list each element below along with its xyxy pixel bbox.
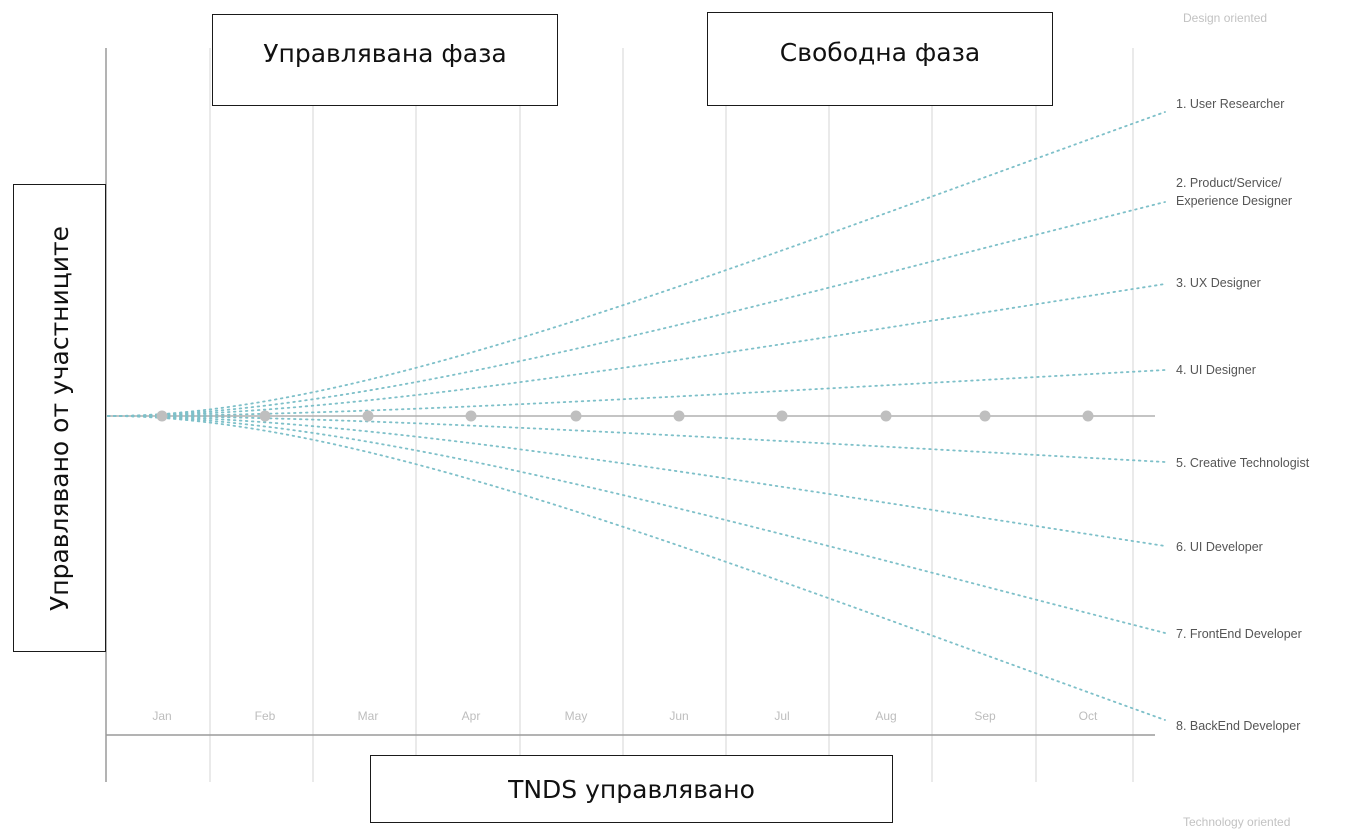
month-labels: Jan Feb Mar Apr May Jun Jul Aug Sep Oct (152, 709, 1098, 723)
guided-phase-label: Управлявана фаза (263, 38, 507, 68)
month-label: Feb (255, 709, 276, 723)
month-marker (673, 410, 685, 422)
guided-phase-box: Управлявана фаза (212, 14, 558, 106)
month-marker (156, 410, 168, 422)
design-oriented-label: Design oriented (1183, 11, 1267, 25)
month-label: Oct (1079, 709, 1098, 723)
month-label: Aug (875, 709, 896, 723)
free-phase-label: Свободна фаза (779, 37, 981, 67)
role-label: 5. Creative Technologist (1176, 456, 1310, 470)
month-marker (776, 410, 788, 422)
technology-oriented-label: Technology oriented (1183, 815, 1290, 829)
participant-driven-box: Управлявано от участниците (13, 184, 106, 652)
role-paths (107, 111, 1166, 721)
month-label: Jun (669, 709, 688, 723)
role-path (107, 415, 1166, 547)
month-label: Mar (358, 709, 379, 723)
month-marker (362, 410, 374, 422)
month-label: Sep (974, 709, 996, 723)
month-label: Apr (462, 709, 481, 723)
participant-driven-label: Управлявано от участниците (45, 225, 74, 611)
role-path (107, 283, 1166, 417)
role-label: 1. User Researcher (1176, 97, 1284, 111)
month-marker (1082, 410, 1094, 422)
role-path (107, 415, 1166, 721)
month-gridlines (209, 48, 1134, 782)
month-label: Jul (774, 709, 789, 723)
month-marker (979, 410, 991, 422)
free-phase-box: Свободна фаза (707, 12, 1053, 106)
month-marker (880, 410, 892, 422)
month-marker (259, 410, 271, 422)
role-label: 3. UX Designer (1176, 276, 1261, 290)
role-label: 7. FrontEnd Developer (1176, 627, 1302, 641)
tnds-driven-label: TNDS управлявано (508, 774, 755, 804)
role-path (107, 415, 1166, 463)
tnds-driven-box: TNDS управлявано (370, 755, 893, 823)
role-path (107, 415, 1166, 634)
role-path (107, 201, 1166, 417)
month-label: Jan (152, 709, 171, 723)
month-markers (156, 410, 1094, 422)
role-label: 4. UI Designer (1176, 363, 1256, 377)
role-label: 2. Product/Service/Experience Designer (1176, 176, 1292, 208)
month-marker (570, 410, 582, 422)
role-path (107, 369, 1166, 417)
role-label: 8. BackEnd Developer (1176, 719, 1300, 733)
role-path (107, 111, 1166, 417)
role-labels: 1. User Researcher 2. Product/Service/Exp… (1176, 97, 1310, 733)
month-marker (465, 410, 477, 422)
role-label: 6. UI Developer (1176, 540, 1263, 554)
month-label: May (565, 709, 588, 723)
